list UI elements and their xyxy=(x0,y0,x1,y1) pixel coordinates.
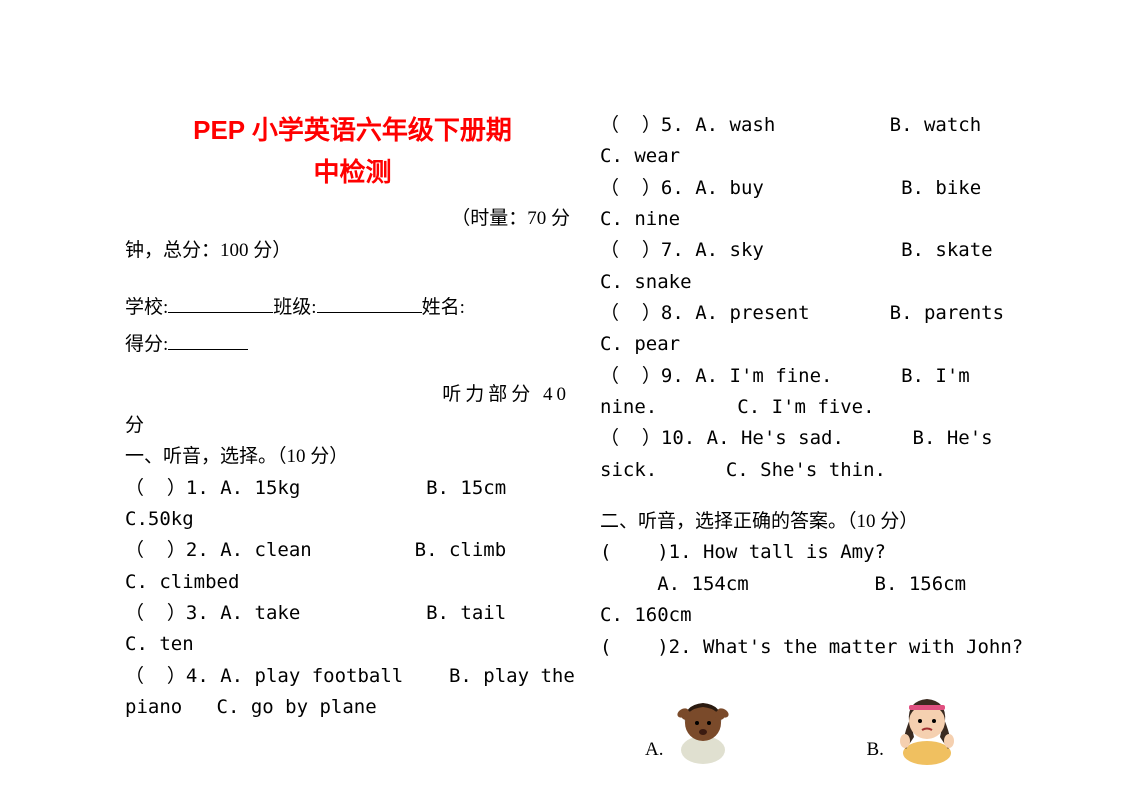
q5-line1: （ ）5. A. wash B. watch xyxy=(600,110,1055,141)
person-b-icon xyxy=(892,693,962,765)
s2q2-options: A. B. xyxy=(600,693,1055,765)
q3-line1: （ ）3. A. take B. tail xyxy=(125,598,580,629)
q1-line2: C.50kg xyxy=(125,504,580,535)
section-1-title: 一、听音，选择。（10 分） xyxy=(125,441,580,472)
listening-section-header: 听力部分 40 xyxy=(125,379,580,410)
person-a-icon xyxy=(671,695,736,765)
left-column: PEP 小学英语六年级下册期 中检测 （时量：70 分 钟，总分：100 分） … xyxy=(125,110,580,765)
option-b-label: B. xyxy=(866,734,883,765)
q2-line1: （ ）2. A. clean B. climb xyxy=(125,535,580,566)
q8-line2: C. pear xyxy=(600,329,1055,360)
student-info-line: 学校: 班级: 姓名: xyxy=(125,292,580,323)
section-2-title: 二、听音，选择正确的答案。（10 分） xyxy=(600,506,1055,537)
right-column: （ ）5. A. wash B. watch C. wear （ ）6. A. … xyxy=(600,110,1055,765)
label-school: 学校: xyxy=(125,297,168,318)
s2q2-line1: ( )2. What's the matter with John? xyxy=(600,632,1055,663)
blank-class xyxy=(317,292,422,313)
title-line-2: 中检测 xyxy=(125,152,580,194)
q9-line1: （ ）9. A. I'm fine. B. I'm xyxy=(600,361,1055,392)
q8-line1: （ ）8. A. present B. parents xyxy=(600,298,1055,329)
label-score: 得分: xyxy=(125,334,168,355)
q5-line2: C. wear xyxy=(600,141,1055,172)
option-a-label: A. xyxy=(645,734,663,765)
q4-line2: piano C. go by plane xyxy=(125,692,580,723)
listening-section-header-2: 分 xyxy=(125,410,580,441)
q10-line2: sick. C. She's thin. xyxy=(600,455,1055,486)
label-class: 班级: xyxy=(273,297,316,318)
q4-line1: （ ）4. A. play football B. play the xyxy=(125,661,580,692)
label-name: 姓名: xyxy=(422,297,465,318)
s2q1-line1: ( )1. How tall is Amy? xyxy=(600,537,1055,568)
q10-line1: （ ）10. A. He's sad. B. He's xyxy=(600,423,1055,454)
q7-line2: C. snake xyxy=(600,267,1055,298)
q6-line1: （ ）6. A. buy B. bike xyxy=(600,173,1055,204)
blank-score xyxy=(168,329,248,350)
q1-line1: （ ）1. A. 15kg B. 15cm xyxy=(125,473,580,504)
title-line-1: PEP 小学英语六年级下册期 xyxy=(125,110,580,152)
s2q1-line2: A. 154cm B. 156cm xyxy=(600,569,1055,600)
q7-line1: （ ）7. A. sky B. skate xyxy=(600,235,1055,266)
q6-line2: C. nine xyxy=(600,204,1055,235)
q9-line2: nine. C. I'm five. xyxy=(600,392,1055,423)
s2q1-line3: C. 160cm xyxy=(600,600,1055,631)
score-line: 得分: xyxy=(125,329,580,360)
time-info-1: （时量：70 分 xyxy=(125,203,580,234)
blank-school xyxy=(168,292,273,313)
q2-line2: C. climbed xyxy=(125,567,580,598)
document-title: PEP 小学英语六年级下册期 中检测 xyxy=(125,110,580,193)
time-info-2: 钟，总分：100 分） xyxy=(125,235,580,266)
q3-line2: C. ten xyxy=(125,629,580,660)
